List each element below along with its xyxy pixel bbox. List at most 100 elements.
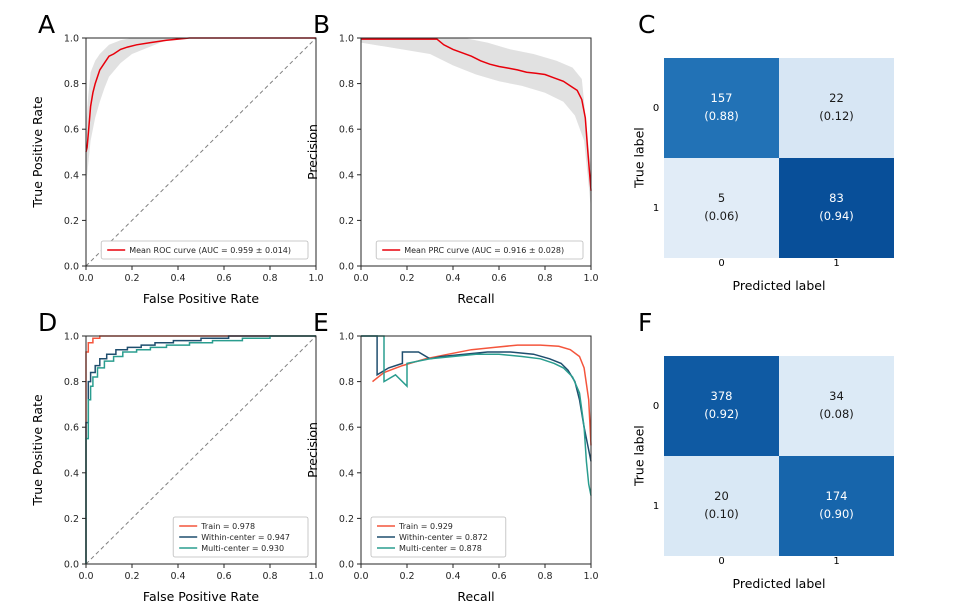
x-axis: 0.0 0.2 0.4 0.6 0.8 1.0 [78,266,324,284]
svg-text:1.0: 1.0 [583,571,598,582]
svg-text:0.8: 0.8 [262,571,277,582]
cell-count: 83 [829,191,844,206]
svg-text:0.8: 0.8 [64,377,79,388]
panel-confusion-matrix-external: F True label 0 1 378 (0.92) 34 (0.08) 20 (0.10) 1… [612,306,942,604]
x-axis: 0.0 0.2 0.4 0.6 0.8 1.0 [353,564,599,582]
col-tick-label: 1 [833,258,840,269]
svg-text:0.4: 0.4 [445,273,460,284]
y-axis: 0.0 0.2 0.4 0.6 0.8 1.0 [339,332,361,571]
y-axis-label: True Positive Rate [30,394,45,507]
svg-text:0.4: 0.4 [339,468,354,479]
y-axis-label: Precision [305,124,320,180]
cell-ratio: (0.12) [819,109,854,123]
cell-ratio: (0.92) [704,407,739,421]
matrix-cell-0-0: 157 (0.88) [664,58,779,158]
svg-text:1.0: 1.0 [64,34,79,45]
panel-prc-cohorts: E 0.0 0.2 0.4 0.6 0.8 1.0 0.0 0.2 0.4 0.6 0.8 1.0 Re… [303,306,607,604]
y-axis-label: Precision [305,422,320,478]
svg-text:0.8: 0.8 [537,273,552,284]
legend-label: Multi-center = 0.930 [201,544,284,553]
svg-text:1.0: 1.0 [64,332,79,343]
svg-text:0.4: 0.4 [170,273,185,284]
cell-ratio: (0.90) [819,507,854,521]
confusion-matrix-test: True label 0 1 157 (0.88) 22 (0.12) 5 (0.06) 83 (0… [630,58,894,296]
cell-count: 157 [710,91,733,106]
matrix-cell-0-1: 34 (0.08) [779,356,894,456]
cell-ratio: (0.06) [704,209,739,223]
panel-label-e: E [313,308,330,337]
svg-text:0.4: 0.4 [445,571,460,582]
panel-label-b: B [313,10,331,39]
panel-label-d: D [38,308,58,337]
series-line-0 [361,38,592,191]
panel-prc-mean: B 0.0 0.2 0.4 0.6 0.8 1.0 0.0 0.2 0.4 0.6 0.8 1.0 Re… [303,8,607,306]
chance-line [85,37,317,267]
panel-label-f: F [638,308,653,337]
legend-label: Within-center = 0.947 [201,533,290,542]
legend: Train = 0.929 Within-center = 0.872 Multi-… [370,516,507,558]
svg-text:0.0: 0.0 [64,262,79,273]
plot-frame [85,37,317,267]
roc-cohorts-chart: 0.0 0.2 0.4 0.6 0.8 1.0 0.0 0.2 0.4 0.6 0.8 1.0 Fals… [30,332,324,605]
cell-count: 22 [829,91,844,106]
y-axis-label: True Positive Rate [30,96,45,209]
svg-text:0.4: 0.4 [64,170,79,181]
y-axis-label: True label [631,425,647,487]
svg-text:0.2: 0.2 [64,216,79,227]
svg-text:0.6: 0.6 [339,423,354,434]
matrix-cell-0-0: 378 (0.92) [664,356,779,456]
x-axis-label: Predicted label [732,278,826,293]
row-tick-label: 0 [652,400,660,412]
svg-text:0.6: 0.6 [491,273,506,284]
confusion-matrix-grid: 378 (0.92) 34 (0.08) 20 (0.10) 174 (0.90) [664,356,894,556]
x-axis-label: Recall [457,589,494,604]
matrix-cell-0-1: 22 (0.12) [779,58,894,158]
svg-text:0.2: 0.2 [64,514,79,525]
svg-text:0.6: 0.6 [491,571,506,582]
row-tick-label: 0 [652,102,660,114]
svg-text:0.2: 0.2 [339,514,354,525]
svg-text:0.2: 0.2 [339,216,354,227]
svg-text:1.0: 1.0 [308,571,323,582]
prc-cohorts-chart: 0.0 0.2 0.4 0.6 0.8 1.0 0.0 0.2 0.4 0.6 0.8 1.0 Reca… [305,332,599,605]
x-axis: 0.0 0.2 0.4 0.6 0.8 1.0 [353,266,599,284]
series-line-2 [361,335,592,496]
legend-label: Train = 0.929 [398,522,453,531]
series-line-2 [85,335,316,564]
x-axis: 0.0 0.2 0.4 0.6 0.8 1.0 [78,564,324,582]
svg-text:0.8: 0.8 [339,377,354,388]
confidence-band [86,38,316,187]
y-axis-label: True label [631,127,647,189]
confidence-band [361,38,591,209]
panel-label-c: C [638,10,656,39]
svg-text:0.2: 0.2 [124,273,139,284]
svg-text:0.8: 0.8 [537,571,552,582]
legend: Train = 0.978 Within-center = 0.947 Multi-… [172,516,309,558]
series-line-0 [372,344,592,446]
plot-frame [85,335,317,565]
legend-label: Mean PRC curve (AUC = 0.916 ± 0.028) [404,246,564,255]
legend-label: Multi-center = 0.878 [399,544,482,553]
series-line-0 [85,37,316,153]
x-axis-label: False Positive Rate [143,291,259,306]
roc-mean-chart: 0.0 0.2 0.4 0.6 0.8 1.0 0.0 0.2 0.4 0.6 0.8 1.0 Fals… [30,34,324,307]
svg-text:1.0: 1.0 [339,332,354,343]
cell-ratio: (0.08) [819,407,854,421]
svg-text:0.0: 0.0 [353,273,368,284]
cell-ratio: (0.88) [704,109,739,123]
cell-count: 34 [829,389,844,404]
cell-count: 174 [825,489,848,504]
svg-text:0.0: 0.0 [78,571,93,582]
svg-text:0.4: 0.4 [170,571,185,582]
cell-ratio: (0.10) [704,507,739,521]
legend-label: Mean ROC curve (AUC = 0.959 ± 0.014) [129,246,291,255]
confusion-matrix-external: True label 0 1 378 (0.92) 34 (0.08) 20 (0.10) 174… [630,356,894,594]
cell-count: 20 [714,489,729,504]
y-axis: 0.0 0.2 0.4 0.6 0.8 1.0 [64,332,86,571]
y-axis: 0.0 0.2 0.4 0.6 0.8 1.0 [339,34,361,273]
